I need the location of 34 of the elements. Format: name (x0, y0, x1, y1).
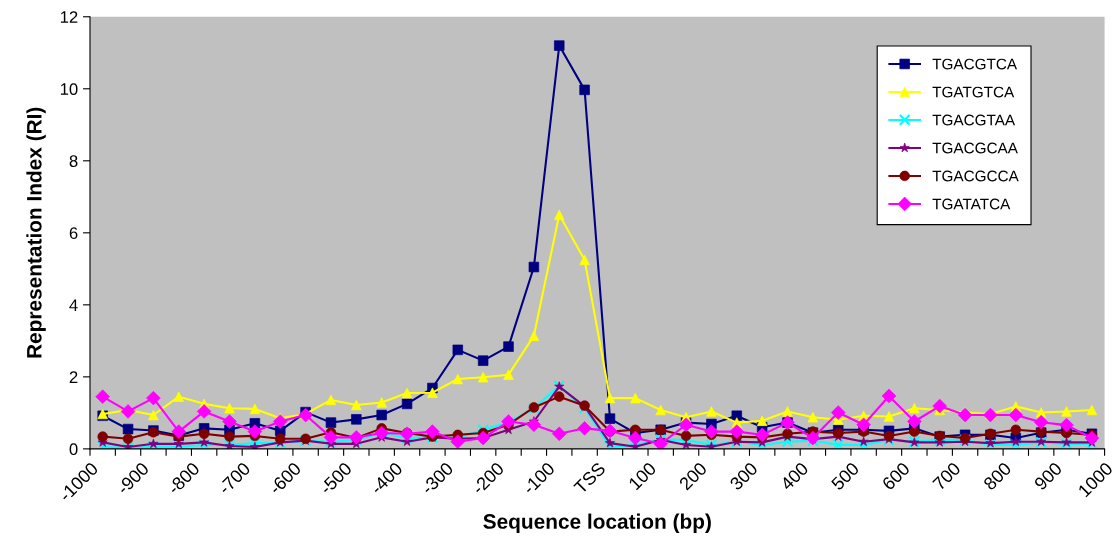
x-tick-label: -500 (319, 461, 353, 496)
x-tick-label: 100 (628, 461, 657, 491)
y-tick-label: 0 (69, 443, 78, 456)
legend-label: TGACGTCA (932, 58, 1018, 70)
x-tick-label: -800 (166, 461, 201, 496)
y-tick-label: 12 (60, 11, 78, 23)
x-tick-label: 200 (678, 461, 708, 491)
legend-label: TGACGCCA (932, 170, 1019, 182)
x-tick-label: 400 (779, 461, 810, 492)
x-axis-title: Sequence location (bp) (483, 513, 711, 533)
y-axis-title: Representation Index (RI) (26, 107, 46, 358)
legend-label: TGACGCAA (932, 142, 1018, 154)
x-tick-label: 500 (830, 461, 860, 491)
x-tick-label: -400 (369, 461, 404, 496)
x-tick-label: 300 (729, 461, 759, 491)
legend-label: TGATGTCA (932, 86, 1015, 98)
x-tick-label: 800 (982, 461, 1013, 491)
x-tick-label: -900 (116, 461, 150, 496)
y-tick-label: 8 (69, 155, 78, 168)
y-tick-label: 10 (60, 83, 78, 95)
x-tick-label: 600 (881, 461, 911, 491)
x-tick-label: -700 (217, 461, 252, 496)
y-tick-label: 4 (69, 299, 78, 311)
x-tick-label: 900 (1033, 461, 1063, 491)
x-tick-label: -300 (420, 461, 454, 496)
legend-label: TGATATCA (932, 198, 1011, 210)
x-tick-label: -600 (268, 461, 302, 496)
x-tick-label: TSS (573, 461, 607, 495)
x-tick-label: -100 (521, 461, 556, 496)
y-tick-label: 2 (69, 371, 78, 383)
x-tick-label: -200 (471, 461, 505, 496)
y-tick-label: 6 (69, 227, 78, 240)
legend-label: TGACGTAA (932, 114, 1016, 126)
x-tick-label: 700 (932, 461, 962, 491)
